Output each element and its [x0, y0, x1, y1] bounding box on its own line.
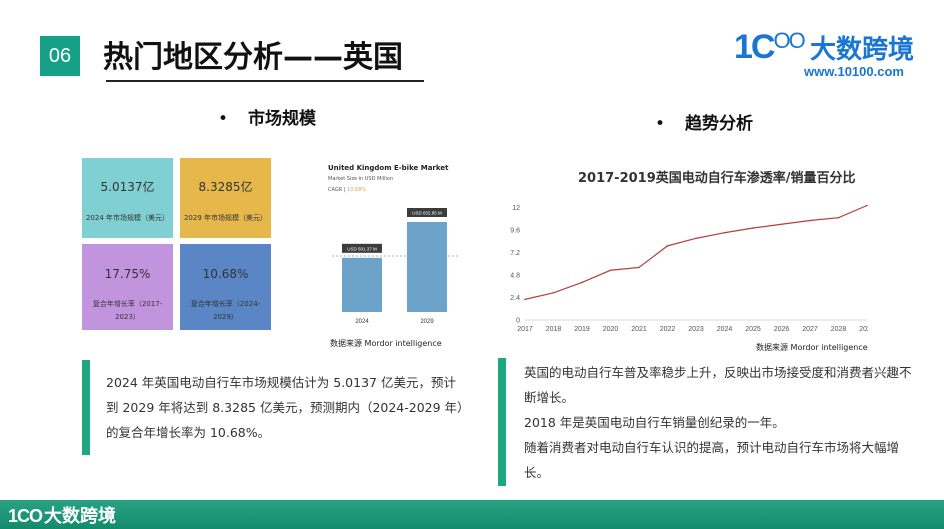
data-point	[666, 245, 669, 247]
y-tick-label: 2.4	[510, 295, 520, 302]
market-size-summary-box: 2024 年英国电动自行车市场规模估计为 5.0137 亿美元，预计到 2029…	[82, 360, 482, 455]
market-size-summary-text: 2024 年英国电动自行车市场规模估计为 5.0137 亿美元，预计到 2029…	[106, 375, 464, 440]
penetration-series-line	[524, 204, 868, 300]
footer-brand-name: 大数跨境	[44, 506, 117, 527]
tile-label: 2029 年市场规模（美元）	[183, 214, 268, 222]
tile-value: 10.68%	[202, 267, 249, 281]
section-number-badge: 06	[40, 36, 80, 76]
data-point	[752, 227, 754, 229]
trend-summary-box: 英国的电动自行车普及率稳步上升，反映出市场接受度和消费者兴趣不断增长。 2018…	[498, 358, 918, 486]
data-point	[809, 219, 811, 222]
trend-line-chart: 0 2.4 4.8 7.2 9.6 12 2017 2018 2019 2020 2021 2022 2…	[510, 204, 868, 333]
tile-market-size-2029: 8.3285亿 2029 年市场规模（美元）	[180, 158, 271, 238]
x-tick-label: 2018	[546, 326, 562, 333]
tile-cagr-2017-2023: 17.75% 复合年增长率（2017-2023）	[82, 244, 173, 330]
mini-data-label-bg	[342, 243, 382, 253]
data-point	[837, 216, 840, 219]
tile-label: 2024 年市场规模（美元）	[85, 214, 170, 222]
data-point	[723, 231, 726, 234]
x-tick-label: 2025	[745, 326, 761, 333]
x-tick-label: 2023	[688, 326, 704, 333]
trend-summary-line-1: 英国的电动自行车普及率稳步上升，反映出市场接受度和消费者兴趣不断增长。	[524, 365, 912, 405]
brand-name: 大数跨境	[810, 35, 915, 65]
bullet-icon: •	[218, 109, 229, 129]
x-tick-label: 2017	[517, 326, 533, 333]
mini-data-label: USD 832.85 M	[412, 211, 442, 216]
accent-bar	[498, 358, 506, 486]
data-point	[609, 269, 612, 272]
y-tick-label: 0	[516, 318, 520, 325]
data-point	[780, 223, 783, 226]
data-point	[866, 204, 868, 207]
x-tick-label: 2026	[774, 326, 790, 333]
tile-label: 复合年增长率（2024-2029）	[190, 300, 261, 321]
market-size-heading: • 市场规模	[218, 109, 317, 129]
brand-url[interactable]: www.10100.com	[804, 64, 904, 79]
mini-data-label-bg	[407, 208, 447, 217]
brand-logo[interactable]: 1COO 大数跨境 www.10100.com	[734, 26, 934, 86]
data-point	[695, 237, 697, 240]
title-underline	[106, 80, 424, 82]
footer-logo[interactable]: 1CO 大数跨境	[8, 502, 116, 528]
tile-value: 17.75%	[104, 267, 151, 281]
uk-ebike-market-chart: United Kingdom E-bike Market Market Size…	[322, 158, 470, 358]
mini-category-label: 2029	[420, 319, 434, 325]
mini-chart-cagr: CAGR | 10.68%	[328, 187, 367, 193]
data-point	[552, 291, 555, 294]
trend-chart-source: 数据来源 Mordor intelligence	[756, 343, 868, 352]
trend-analysis-heading: • 趋势分析	[655, 114, 754, 134]
data-point	[638, 266, 640, 269]
trend-chart-title: 2017-2019英国电动自行车渗透率/销量百分比	[578, 171, 856, 186]
mini-chart-subtitle: Market Size in USD Million	[328, 176, 394, 182]
mini-data-label: USD 501.37 M	[347, 246, 377, 251]
data-point	[581, 281, 583, 284]
footer-logo-mark: 1CO	[8, 506, 43, 526]
x-tick-label: 2029	[859, 326, 868, 333]
page-title: 热门地区分析——英国	[103, 40, 403, 75]
brand-logo-mark: 1COO	[734, 28, 806, 66]
x-tick-label: 2024	[717, 326, 733, 333]
mini-bar	[342, 257, 382, 312]
bullet-icon: •	[655, 114, 666, 134]
mini-bar	[407, 222, 447, 312]
tile-market-size-2024: 5.0137亿 2024 年市场规模（美元）	[82, 158, 173, 238]
trend-summary-line-2: 2018 年是英国电动自行车销量创纪录的一年。	[524, 415, 785, 430]
tile-value: 5.0137亿	[100, 180, 155, 194]
y-tick-label: 12	[512, 205, 520, 212]
y-tick-label: 7.2	[510, 250, 520, 257]
y-tick-label: 9.6	[510, 227, 520, 234]
data-point	[524, 298, 526, 301]
mini-category-label: 2024	[355, 319, 369, 325]
footer-bar	[0, 500, 944, 529]
tile-label: 复合年增长率（2017-2023）	[92, 300, 163, 321]
x-tick-label: 2019	[574, 326, 590, 333]
mini-chart-title: United Kingdom E-bike Market	[328, 164, 449, 172]
x-tick-label: 2022	[660, 326, 676, 333]
accent-bar	[82, 360, 90, 455]
y-tick-label: 4.8	[510, 272, 520, 279]
tile-cagr-2024-2029: 10.68% 复合年增长率（2024-2029）	[180, 244, 271, 330]
tile-value: 8.3285亿	[198, 180, 253, 194]
trend-summary-line-3: 随着消费者对电动自行车认识的提高，预计电动自行车市场将大幅增长。	[524, 440, 900, 480]
mini-bar-plot: USD 501.37 M 2024 USD 832.85 M 2029	[332, 208, 460, 325]
x-tick-label: 2028	[831, 326, 847, 333]
x-tick-label: 2020	[603, 326, 619, 333]
x-tick-label: 2027	[802, 326, 818, 333]
mini-chart-source: 数据来源 Mordor intelligence	[330, 339, 442, 348]
x-tick-label: 2021	[631, 326, 647, 333]
